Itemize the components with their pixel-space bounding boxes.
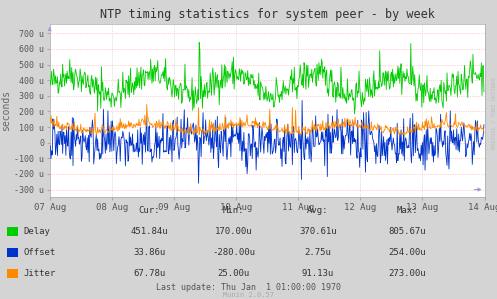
Text: Munin 2.0.57: Munin 2.0.57: [223, 292, 274, 298]
Text: 67.78u: 67.78u: [133, 269, 165, 278]
Text: 451.84u: 451.84u: [130, 227, 168, 236]
Text: Min:: Min:: [223, 206, 245, 215]
Text: Offset: Offset: [23, 248, 56, 257]
Text: 33.86u: 33.86u: [133, 248, 165, 257]
Text: -280.00u: -280.00u: [212, 248, 255, 257]
Text: 273.00u: 273.00u: [389, 269, 426, 278]
Text: 254.00u: 254.00u: [389, 248, 426, 257]
Text: 91.13u: 91.13u: [302, 269, 334, 278]
Text: 2.75u: 2.75u: [305, 248, 331, 257]
Y-axis label: seconds: seconds: [1, 90, 11, 131]
Text: Delay: Delay: [23, 227, 50, 236]
Text: Max:: Max:: [397, 206, 418, 215]
Text: 805.67u: 805.67u: [389, 227, 426, 236]
Text: RRDTOOL / TOBI OETIKER: RRDTOOL / TOBI OETIKER: [491, 78, 496, 150]
Title: NTP timing statistics for system peer - by week: NTP timing statistics for system peer - …: [100, 8, 434, 21]
Text: Cur:: Cur:: [138, 206, 160, 215]
Text: 25.00u: 25.00u: [218, 269, 249, 278]
Text: Jitter: Jitter: [23, 269, 56, 278]
Text: 170.00u: 170.00u: [215, 227, 252, 236]
Text: Last update: Thu Jan  1 01:00:00 1970: Last update: Thu Jan 1 01:00:00 1970: [156, 283, 341, 292]
Text: Avg:: Avg:: [307, 206, 329, 215]
Text: 370.61u: 370.61u: [299, 227, 337, 236]
